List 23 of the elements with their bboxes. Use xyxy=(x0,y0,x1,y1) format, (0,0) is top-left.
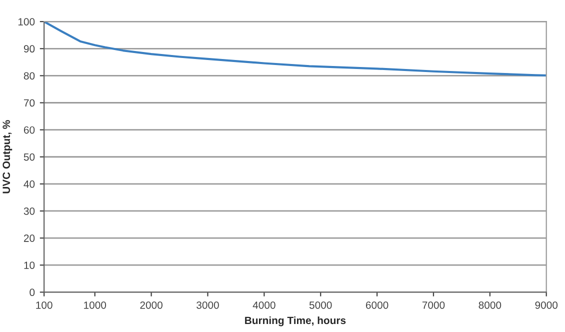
x-tick-label: 3000 xyxy=(196,301,219,309)
x-tick-label: 4000 xyxy=(252,301,276,309)
x-tick-label: 8000 xyxy=(478,301,502,309)
x-tick-label: 2000 xyxy=(140,301,162,309)
y-tick-label: 80 xyxy=(24,72,35,80)
x-tick-label: 9000 xyxy=(535,301,558,309)
y-tick-label: 30 xyxy=(24,207,35,215)
x-tick-label: 100 xyxy=(36,301,52,309)
y-tick-label: 40 xyxy=(24,180,35,188)
y-tick-label: 50 xyxy=(24,153,35,161)
y-tick-label: 20 xyxy=(24,234,35,242)
x-tick-label: 5000 xyxy=(309,301,332,309)
x-tick-label: 7000 xyxy=(422,301,445,309)
y-tick-label: 10 xyxy=(24,262,35,269)
y-tick-label: 60 xyxy=(24,126,35,134)
x-axis-title: Burning Time, hours xyxy=(245,316,346,326)
x-tick-label: 1000 xyxy=(84,301,106,309)
y-tick-label: 90 xyxy=(24,45,35,53)
y-axis-title: UVC Output, % xyxy=(2,120,12,194)
y-tick-label: 0 xyxy=(30,288,35,296)
x-tick-label: 6000 xyxy=(366,301,388,309)
y-tick-label: 70 xyxy=(24,99,35,107)
y-tick-label: 100 xyxy=(18,18,35,26)
